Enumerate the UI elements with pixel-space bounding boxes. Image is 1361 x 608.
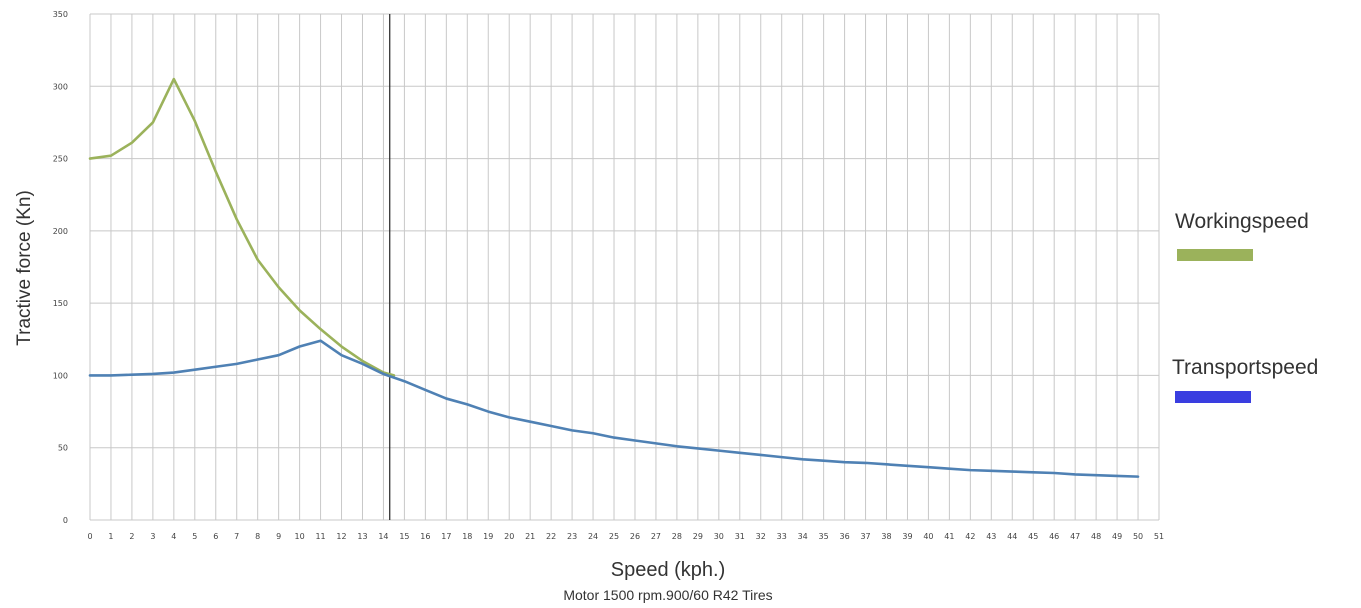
x-tick-label: 28 <box>672 532 682 541</box>
x-tick-label: 32 <box>756 532 766 541</box>
y-tick-label: 250 <box>53 155 68 164</box>
y-tick-label: 350 <box>53 10 68 19</box>
x-tick-label: 42 <box>965 532 975 541</box>
x-tick-label: 40 <box>923 532 933 541</box>
x-tick-label: 2 <box>129 532 134 541</box>
legend-label-workingspeed: Workingspeed <box>1175 210 1309 233</box>
x-tick-label: 17 <box>441 532 451 541</box>
y-tick-label: 150 <box>53 299 68 308</box>
x-tick-label: 19 <box>483 532 493 541</box>
x-tick-label: 1 <box>108 532 113 541</box>
x-tick-label: 33 <box>777 532 787 541</box>
x-tick-label: 35 <box>819 532 829 541</box>
x-tick-label: 10 <box>295 532 305 541</box>
x-tick-label: 27 <box>651 532 661 541</box>
legend-label-transportspeed: Transportspeed <box>1172 356 1318 379</box>
x-tick-label: 36 <box>839 532 849 541</box>
y-tick-label: 0 <box>63 516 68 525</box>
x-tick-label: 9 <box>276 532 281 541</box>
y-tick-label: 100 <box>53 371 68 380</box>
x-tick-label: 24 <box>588 532 598 541</box>
x-tick-label: 14 <box>378 532 388 541</box>
x-tick-label: 16 <box>420 532 430 541</box>
chart-subtitle: Motor 1500 rpm.900/60 R42 Tires <box>563 587 772 603</box>
x-tick-label: 5 <box>192 532 197 541</box>
y-tick-label: 50 <box>58 444 68 453</box>
legend: Workingspeed Transportspeed <box>1172 210 1318 403</box>
x-tick-label: 25 <box>609 532 619 541</box>
chart-series <box>88 77 1140 478</box>
x-tick-label: 4 <box>171 532 176 541</box>
x-tick-label: 45 <box>1028 532 1038 541</box>
y-tick-label: 300 <box>53 82 68 91</box>
x-tick-label: 6 <box>213 532 218 541</box>
x-tick-label: 38 <box>881 532 891 541</box>
x-tick-label: 51 <box>1154 532 1164 541</box>
x-tick-label: 0 <box>87 532 92 541</box>
x-tick-label: 48 <box>1091 532 1101 541</box>
x-tick-label: 44 <box>1007 532 1017 541</box>
x-axis-label: Speed (kph.) <box>611 559 726 581</box>
x-tick-label: 31 <box>735 532 745 541</box>
x-tick-label: 3 <box>150 532 155 541</box>
x-tick-label: 12 <box>336 532 346 541</box>
x-tick-label: 7 <box>234 532 239 541</box>
x-tick-label: 29 <box>693 532 703 541</box>
x-tick-label: 23 <box>567 532 577 541</box>
x-tick-label: 39 <box>902 532 912 541</box>
x-tick-label: 30 <box>714 532 724 541</box>
legend-swatch-workingspeed <box>1177 249 1253 261</box>
y-tick-label: 200 <box>53 227 68 236</box>
x-tick-label: 47 <box>1070 532 1080 541</box>
legend-swatch-transportspeed <box>1175 391 1251 403</box>
x-tick-label: 20 <box>504 532 514 541</box>
chart-grid <box>89 13 1160 521</box>
x-tick-labels: 0 1 2 3 4 5 6 7 8 9 10 11 12 13 14 15 16 17 18 19 20 21 22 23 24… <box>87 532 1164 541</box>
series-line-transportspeed <box>88 339 1140 478</box>
x-tick-label: 34 <box>798 532 808 541</box>
x-tick-label: 49 <box>1112 532 1122 541</box>
x-tick-label: 11 <box>315 532 325 541</box>
y-axis-label: Tractive force (Kn) <box>14 190 35 346</box>
x-tick-label: 8 <box>255 532 260 541</box>
x-tick-label: 13 <box>357 532 367 541</box>
x-tick-label: 46 <box>1049 532 1059 541</box>
series-line-workingspeed <box>88 77 396 377</box>
x-tick-label: 21 <box>525 532 535 541</box>
y-tick-labels: 0 50 100 150 200 250 300 350 <box>53 10 68 525</box>
x-tick-label: 18 <box>462 532 472 541</box>
x-tick-label: 26 <box>630 532 640 541</box>
x-tick-label: 43 <box>986 532 996 541</box>
x-tick-label: 41 <box>944 532 954 541</box>
x-tick-label: 50 <box>1133 532 1143 541</box>
x-tick-label: 15 <box>399 532 409 541</box>
x-tick-label: 22 <box>546 532 556 541</box>
x-tick-label: 37 <box>860 532 870 541</box>
